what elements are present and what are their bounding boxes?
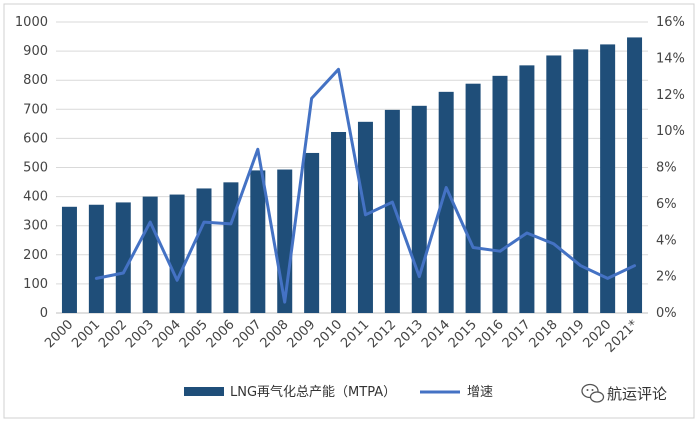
bar <box>223 182 239 313</box>
right-axis-tick-label: 12% <box>656 88 685 103</box>
right-axis-tick-label: 4% <box>656 233 677 248</box>
bar <box>465 83 481 313</box>
left-axis-tick-label: 400 <box>23 190 48 205</box>
bar <box>573 49 589 313</box>
growth-line <box>94 67 636 304</box>
bar <box>492 75 508 314</box>
left-axis-tick-label: 1000 <box>15 15 48 30</box>
left-axis-tick-label: 500 <box>23 161 48 176</box>
left-axis-tick-label: 100 <box>23 277 48 292</box>
bar <box>519 65 535 313</box>
bar <box>411 105 427 313</box>
bar <box>88 204 104 313</box>
left-axis-tick-label: 0 <box>40 306 48 321</box>
right-axis-tick-label: 14% <box>656 51 685 66</box>
watermark-text: 航运评论 <box>607 385 667 403</box>
left-axis-tick-label: 600 <box>23 131 48 146</box>
bar <box>142 196 158 313</box>
right-axis-tick-label: 8% <box>656 161 677 176</box>
right-axis-tick-label: 10% <box>656 124 685 139</box>
bar <box>331 131 347 313</box>
legend-bar-label: LNG再气化总产能（MTPA） <box>230 384 396 400</box>
bar <box>384 109 400 313</box>
legend-line-label: 增速 <box>467 385 493 400</box>
bar <box>546 55 562 314</box>
chart-border <box>3 3 695 419</box>
left-axis-ticks: 0 100 200 300 400 500 600 700 800 900 1000 <box>15 15 48 321</box>
bar <box>438 91 454 313</box>
bar <box>115 202 131 313</box>
left-axis-tick-label: 300 <box>23 219 48 234</box>
legend: LNG再气化总产能（MTPA） 增速 <box>184 384 493 400</box>
bar <box>600 44 616 313</box>
bar <box>357 121 373 313</box>
bar <box>61 206 77 313</box>
left-axis-tick-label: 200 <box>23 248 48 263</box>
bar <box>250 170 266 313</box>
right-axis-tick-label: 2% <box>656 270 677 285</box>
bar <box>627 37 643 313</box>
left-axis-tick-label: 900 <box>23 44 48 59</box>
right-axis-ticks: 0% 2% 4% 6% 8% 10% 12% 14% 16% <box>656 15 685 321</box>
bar <box>304 152 320 313</box>
bar <box>169 194 185 313</box>
right-axis-tick-label: 0% <box>656 306 677 321</box>
right-axis-tick-label: 6% <box>656 197 677 212</box>
bar <box>196 188 212 313</box>
bar-series <box>61 37 643 314</box>
legend-bar-swatch <box>184 387 224 396</box>
line-series <box>94 67 636 304</box>
wechat-icon <box>581 383 605 403</box>
left-axis-tick-label: 700 <box>23 102 48 117</box>
watermark: 航运评论 <box>581 383 667 403</box>
left-axis-tick-label: 800 <box>23 73 48 88</box>
right-axis-tick-label: 16% <box>656 15 685 30</box>
